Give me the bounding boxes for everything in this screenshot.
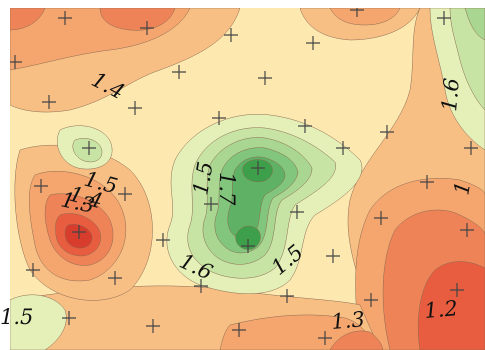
plus-marker-icon — [251, 161, 265, 175]
plus-marker-icon — [194, 279, 208, 293]
plus-marker-icon — [460, 223, 474, 237]
plus-marker-icon — [204, 197, 218, 211]
plus-marker-icon — [241, 239, 255, 253]
contour-region-low — [99, 8, 176, 31]
plus-marker-icon — [58, 11, 72, 25]
plus-marker-icon — [26, 263, 40, 277]
plus-marker-icon — [280, 289, 294, 303]
plus-marker-icon — [224, 28, 238, 42]
plus-marker-icon — [10, 55, 22, 69]
plus-marker-icon — [128, 101, 142, 115]
plus-marker-icon — [146, 319, 160, 333]
plus-marker-icon — [450, 283, 464, 297]
contour-region-high — [235, 225, 261, 250]
contour-region-high — [464, 8, 485, 41]
plus-marker-icon — [374, 211, 388, 225]
plus-marker-icon — [306, 36, 320, 50]
plus-marker-icon — [108, 271, 122, 285]
plus-marker-icon — [172, 65, 186, 79]
plus-marker-icon — [290, 205, 304, 219]
contour-region-low — [329, 330, 384, 350]
contour-region-high — [227, 156, 286, 239]
sample-points — [10, 8, 478, 345]
plus-marker-icon — [118, 187, 132, 201]
plus-marker-icon — [72, 225, 86, 239]
contour-region-low — [10, 8, 46, 31]
contour-label: 1.5 — [0, 305, 33, 329]
plus-marker-icon — [326, 249, 340, 263]
plus-marker-icon — [350, 8, 364, 17]
plus-marker-icon — [298, 119, 312, 133]
plus-marker-icon — [42, 95, 56, 109]
plus-marker-icon — [258, 71, 272, 85]
plus-marker-icon — [364, 293, 378, 307]
contour-label: 1 — [449, 180, 475, 197]
plus-marker-icon — [336, 141, 350, 155]
contour-label: 1.5 — [188, 160, 217, 197]
plus-marker-icon — [82, 141, 96, 155]
contour-region-high — [72, 138, 103, 163]
contour-label: 1.2 — [423, 296, 458, 323]
contour-region-high — [449, 8, 485, 111]
plus-marker-icon — [212, 111, 226, 125]
contour-label: 1.7 — [215, 172, 239, 206]
plus-marker-icon — [232, 323, 246, 337]
plus-marker-icon — [464, 141, 478, 155]
plus-marker-icon — [318, 331, 332, 345]
plus-marker-icon — [420, 175, 434, 189]
plus-marker-icon — [156, 233, 170, 247]
plus-marker-icon — [437, 11, 451, 25]
plus-marker-icon — [62, 311, 76, 325]
contour-label: 1.6 — [437, 77, 464, 112]
contour-region-low — [329, 8, 401, 26]
plus-marker-icon — [140, 21, 154, 35]
contour-region-high — [10, 294, 67, 350]
plus-marker-icon — [380, 125, 394, 139]
plus-marker-icon — [34, 179, 48, 193]
contour-field — [10, 8, 485, 350]
contour-region-low — [417, 261, 485, 350]
contour-label: 1.3 — [330, 307, 365, 334]
